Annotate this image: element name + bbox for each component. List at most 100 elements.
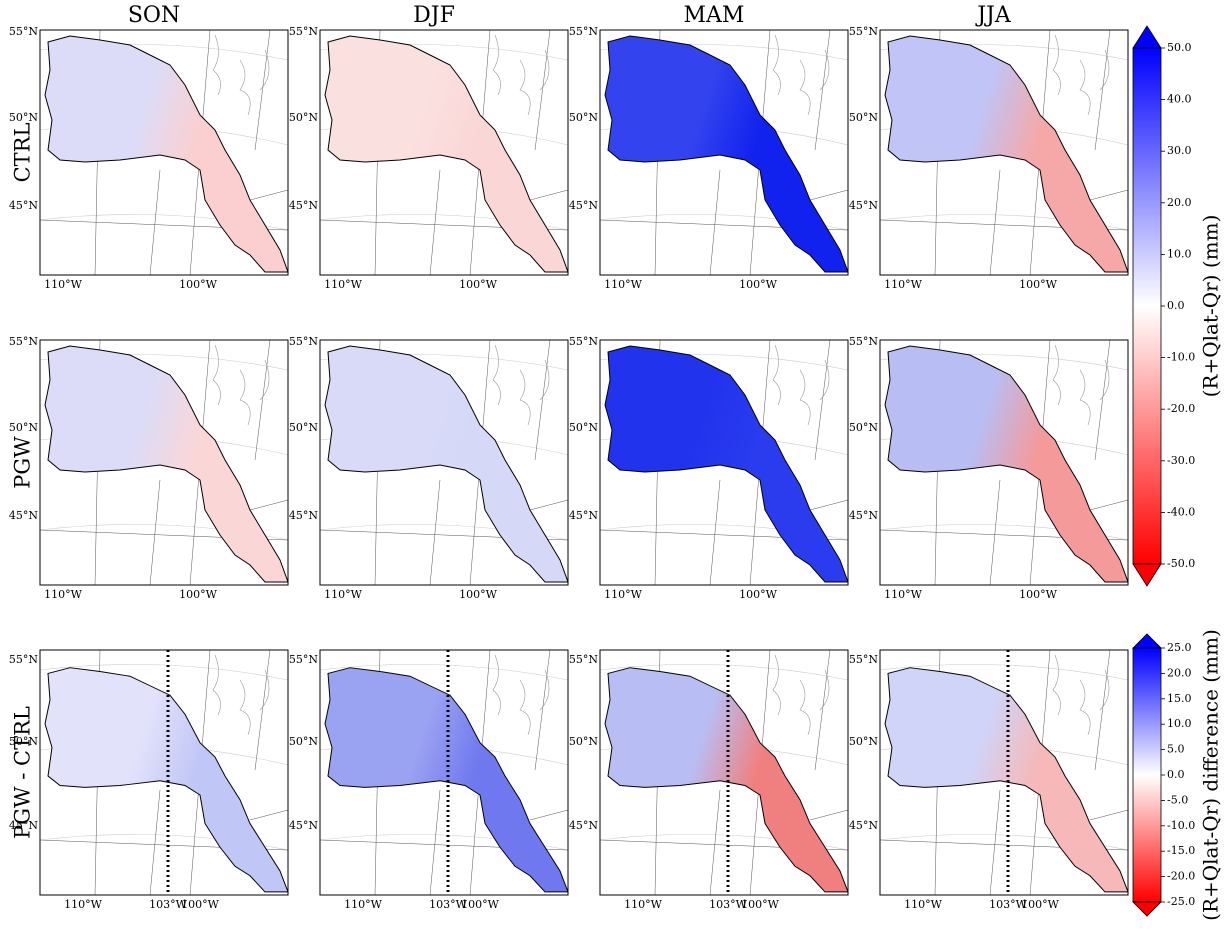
- lon-label: 100°W: [1019, 588, 1057, 601]
- lat-label: 50°N: [9, 735, 38, 748]
- lat-label: 45°N: [569, 509, 598, 522]
- lat-label: 55°N: [9, 653, 38, 666]
- lat-label: 55°N: [9, 335, 38, 348]
- lon-label: 103°W: [429, 898, 467, 911]
- row-label: PGW - CTRL: [11, 706, 35, 839]
- lake-outline: [772, 654, 830, 736]
- basin: [44, 667, 289, 893]
- colorbar-tick-label: 10.0: [1167, 717, 1192, 730]
- colorbar-tick-label: -5.0: [1167, 793, 1188, 806]
- panel-border: [39, 29, 289, 276]
- colorbar-label: (R+Qlat-Qr) (mm): [1199, 215, 1223, 398]
- column-title: JJA: [975, 3, 1012, 28]
- colorbar-tick-label: 20.0: [1167, 196, 1192, 209]
- colorbar-tick-label: 0.0: [1167, 768, 1185, 781]
- map-panel: 55°N 50°N 45°N 110°W 100°W: [849, 25, 1129, 291]
- panel-border: [599, 339, 849, 586]
- lat-label: 45°N: [9, 819, 38, 832]
- lake-outline: [212, 34, 270, 116]
- lat-label: 50°N: [569, 421, 598, 434]
- colorbar-tick-label: -25.0: [1167, 895, 1195, 908]
- lat-label: 55°N: [9, 25, 38, 38]
- lon-label: 110°W: [884, 588, 922, 601]
- lat-label: 50°N: [289, 111, 318, 124]
- lon-label: 100°W: [181, 898, 219, 911]
- colorbar-tick-label: 20.0: [1167, 666, 1192, 679]
- lon-label: 100°W: [739, 278, 777, 291]
- colorbar-extend: [1132, 563, 1162, 587]
- lon-label: 110°W: [624, 898, 662, 911]
- basin: [44, 345, 289, 583]
- map-panel: 55°N 50°N 45°N 110°W 100°W: [9, 335, 289, 601]
- lon-label: 100°W: [1019, 278, 1057, 291]
- map-panel: 55°N 50°N 45°N 110°W 100°W: [569, 25, 849, 291]
- lat-label: 55°N: [569, 25, 598, 38]
- lon-label: 100°W: [179, 588, 217, 601]
- panel-border: [879, 339, 1129, 586]
- lake-outline: [772, 344, 830, 426]
- lon-label: 110°W: [44, 278, 82, 291]
- map-panel: 55°N 50°N 45°N 110°W 100°W: [569, 335, 849, 601]
- lat-label: 45°N: [289, 509, 318, 522]
- colorbar-tick-label: 0.0: [1167, 299, 1185, 312]
- lat-label: 45°N: [849, 509, 878, 522]
- map-panel: 55°N 50°N 45°N 110°W 100°W: [289, 335, 569, 601]
- lon-label: 110°W: [344, 898, 382, 911]
- colorbar-extend: [1132, 25, 1162, 49]
- lat-label: 55°N: [289, 335, 318, 348]
- panel-border: [879, 29, 1129, 276]
- basin: [884, 667, 1129, 893]
- column-title: SON: [128, 3, 180, 28]
- lat-label: 55°N: [289, 25, 318, 38]
- panel-border: [879, 649, 1129, 896]
- lat-label: 45°N: [849, 199, 878, 212]
- lat-label: 45°N: [849, 819, 878, 832]
- panel-border: [599, 649, 849, 896]
- lat-label: 50°N: [569, 111, 598, 124]
- lake-outline: [1052, 344, 1110, 426]
- panel-border: [319, 29, 569, 276]
- lon-label: 100°W: [459, 278, 497, 291]
- basin: [324, 35, 569, 273]
- colorbar-tick-label: -50.0: [1167, 557, 1195, 570]
- lat-label: 50°N: [9, 111, 38, 124]
- panel-border: [319, 649, 569, 896]
- map-panel: 55°N 50°N 45°N 110°W 100°W: [289, 25, 569, 291]
- colorbar: [1132, 647, 1162, 903]
- lon-label: 100°W: [179, 278, 217, 291]
- lon-label: 110°W: [64, 898, 102, 911]
- column-title: DJF: [413, 3, 455, 28]
- lat-label: 45°N: [9, 509, 38, 522]
- lon-label: 110°W: [884, 278, 922, 291]
- basin: [604, 345, 849, 583]
- colorbar-tick-label: 50.0: [1167, 41, 1192, 54]
- lat-label: 50°N: [569, 735, 598, 748]
- panel-border: [39, 339, 289, 586]
- lake-outline: [1052, 34, 1110, 116]
- row-label: PGW: [11, 436, 35, 489]
- lon-label: 100°W: [739, 588, 777, 601]
- lon-label: 103°W: [989, 898, 1027, 911]
- map-panel: 55°N 50°N 45°N 110°W 100°W: [849, 335, 1129, 601]
- lon-label: 100°W: [1021, 898, 1059, 911]
- colorbar-tick-label: -40.0: [1167, 505, 1195, 518]
- colorbar-tick-label: -20.0: [1167, 870, 1195, 883]
- basin: [604, 35, 849, 273]
- colorbar-tick-label: 40.0: [1167, 93, 1192, 106]
- lat-label: 50°N: [9, 421, 38, 434]
- lake-outline: [492, 344, 550, 426]
- row-label: CTRL: [11, 123, 35, 183]
- lon-label: 103°W: [149, 898, 187, 911]
- colorbar: [1132, 47, 1162, 565]
- map-panel: 55°N 50°N 45°N 110°W 100°W: [9, 25, 289, 291]
- lat-label: 45°N: [9, 199, 38, 212]
- lake-outline: [492, 654, 550, 736]
- colorbar-tick-label: 5.0: [1167, 743, 1185, 756]
- lat-label: 45°N: [569, 819, 598, 832]
- basin: [884, 345, 1129, 583]
- basin: [604, 667, 849, 893]
- panel-border: [599, 29, 849, 276]
